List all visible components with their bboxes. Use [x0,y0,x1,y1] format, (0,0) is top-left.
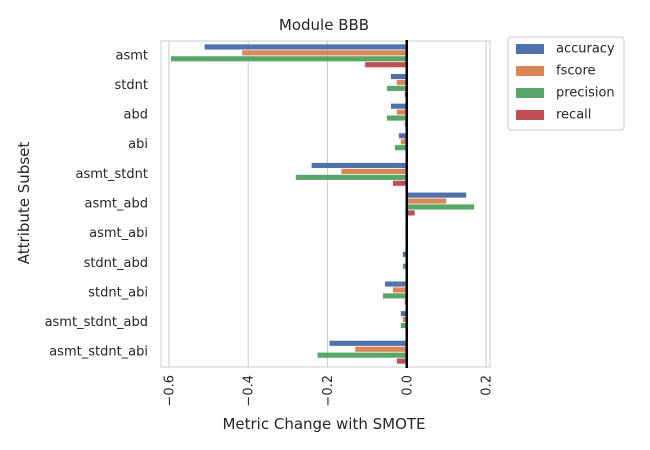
legend: accuracy fscore precision recall [507,36,625,131]
y-tick-label: asmt [116,48,149,63]
y-tick-label: abd [124,108,148,123]
legend-label-fscore: fscore [556,64,596,79]
legend-label-accuracy: accuracy [556,42,615,57]
bar-precision [386,85,407,91]
y-tick-label: asmt_abi [89,226,148,241]
x-axis-label: Metric Change with SMOTE [222,415,425,433]
bar-recall [406,210,415,216]
y-tick-label: stdnt [115,78,148,93]
bar-accuracy [398,133,407,139]
x-tick-label: −0.6 [162,375,177,407]
bar-precision [317,352,407,358]
x-tick-label: −0.2 [321,375,336,407]
bar-precision [406,204,475,210]
bar-fscore [400,139,407,145]
bar-precision [402,263,407,269]
legend-swatch-fscore [516,66,544,76]
y-tick-label: stdnt_abi [88,285,148,300]
bar-accuracy [402,251,407,257]
bar-accuracy [204,44,407,50]
bar-precision [295,174,407,180]
chart-title: Module BBB [279,16,369,34]
y-tick-label: asmt_abd [85,197,148,212]
bar-fscore [355,346,407,352]
axis-layer: −0.6 −0.4 −0.2 0.0 0.2 asmt stdnt abd abi asmt_st… [45,48,495,406]
bar-accuracy [390,74,407,80]
y-tick-label: abi [128,137,148,152]
bar-accuracy [400,311,407,317]
legend-swatch-accuracy [516,44,544,54]
bar-accuracy [390,103,407,109]
bar-fscore [396,109,407,115]
bar-accuracy [329,340,407,346]
bar-precision [170,56,407,62]
y-tick-label: stdnt_abd [84,256,148,271]
bar-fscore [242,50,407,56]
x-tick-label: 0.2 [480,375,495,396]
x-tick-label: 0.0 [400,375,415,396]
plot-frame [160,40,491,368]
bar-fscore [406,198,447,204]
grid-layer [160,40,491,368]
y-tick-label: asmt_stdnt_abi [49,345,148,360]
bar-layer [170,39,475,369]
bar-fscore [392,287,407,293]
bar-accuracy [384,281,407,287]
y-axis-label: Attribute Subset [15,142,33,265]
bar-precision [382,293,407,299]
bar-precision [386,115,407,121]
bar-precision [394,145,407,151]
bar-fscore [396,79,407,86]
bar-recall [365,62,407,68]
bar-recall [392,180,407,186]
bar-fscore [402,317,407,323]
bar-accuracy [406,192,467,198]
y-tick-label: asmt_stdnt [76,167,148,182]
legend-box [507,36,625,131]
y-tick-label: asmt_stdnt_abd [45,315,148,330]
legend-swatch-recall [516,110,544,120]
legend-swatch-precision [516,88,544,98]
legend-label-recall: recall [556,108,591,123]
bar-accuracy [311,162,407,169]
bar-precision [400,322,407,329]
bar-recall [396,358,407,364]
x-tick-label: −0.4 [242,375,257,407]
bar-fscore [341,168,407,174]
legend-label-precision: precision [556,86,615,101]
